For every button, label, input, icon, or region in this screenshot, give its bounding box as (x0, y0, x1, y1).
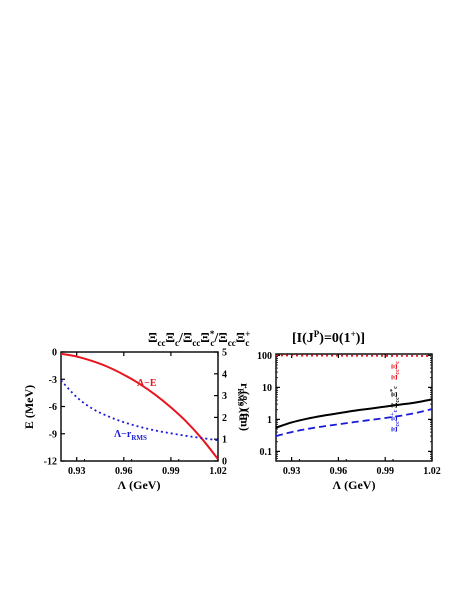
series-label-lambda-rrms: Λ−rRMS (114, 429, 147, 442)
figure-title: ΞccΞc/ΞccΞ* c/ΞccΞ+ c [I(JP)=0(1+)] (148, 329, 365, 348)
right-y-ticks: 0.1 1 10 100 (257, 351, 432, 459)
left-x-tick-label-2: 0.99 (162, 466, 180, 477)
right-plot-frame (275, 353, 433, 462)
series-label-xicc-xicstar: ΞccΞ*c (390, 386, 401, 408)
left-right-y-tick-label-5: 5 (222, 348, 227, 359)
right-y-tick-label-2: 10 (262, 383, 272, 394)
right-x-tick-label-1: 0.96 (330, 466, 348, 477)
right-x-ticks: 0.93 0.96 0.99 1.02 (283, 354, 441, 477)
title-xi-cc-1: ΞccΞc/ΞccΞ* c/ΞccΞ+ c (148, 329, 250, 348)
right-x-tick-label-0: 0.93 (283, 466, 301, 477)
series-label-xicc-xic: ΞccΞc (390, 361, 401, 380)
left-y-tick-label-4: -12 (44, 457, 57, 468)
right-y-tick-label-0: 0.1 (260, 447, 273, 458)
left-x-tick-label-0: 0.93 (68, 466, 86, 477)
left-right-y-tick-label-2: 2 (222, 413, 227, 424)
left-y-tick-label-3: -9 (49, 429, 57, 440)
title-quantum-numbers: [I(JP)=0(1+)] (292, 329, 365, 346)
left-x-tick-label-3: 1.02 (209, 466, 227, 477)
left-y-ticks: 0 -3 -6 -9 -12 (44, 348, 65, 468)
right-x-axis-label: Λ (GeV) (333, 478, 376, 492)
right-y-axis-label: P (%) (236, 391, 250, 421)
left-y-tick-label-1: -3 (49, 375, 57, 386)
left-right-y-tick-label-0: 0 (222, 457, 227, 468)
left-series-line-0 (60, 352, 219, 460)
left-x-tick-label-1: 0.96 (115, 466, 133, 477)
series-label-xicc-xicplus: ΞccΞ+c (390, 409, 401, 432)
left-y-tick-label-0: 0 (52, 348, 57, 359)
left-right-y-ticks: 0 1 2 3 4 5 (214, 348, 227, 468)
right-series-line-2 (275, 408, 433, 437)
left-panel: 0.93 0.96 0.99 1.02 0 -3 -6 -9 -12 0 1 2 3 4 5 Λ (Ge… (22, 348, 252, 493)
left-x-axis-label: Λ (GeV) (118, 478, 161, 492)
right-y-tick-label-3: 100 (257, 351, 272, 362)
left-right-y-tick-label-1: 1 (222, 435, 227, 446)
right-x-tick-label-3: 1.02 (423, 466, 441, 477)
right-series-line-1 (275, 398, 433, 429)
series-label-lambda-e: Λ−E (137, 378, 157, 389)
right-panel: 0.93 0.96 0.99 1.02 0.1 1 10 100 Λ (GeV) P (%)… (236, 351, 441, 492)
left-series (60, 352, 219, 460)
left-y-tick-label-2: -6 (49, 402, 57, 413)
left-right-y-tick-label-3: 3 (222, 391, 227, 402)
left-x-ticks: 0.93 0.96 0.99 1.02 (68, 352, 227, 477)
left-y-axis-label: E (MeV) (22, 385, 36, 429)
right-y-tick-label-1: 1 (267, 415, 272, 426)
left-plot-frame (60, 351, 219, 462)
right-series (275, 354, 433, 437)
right-x-tick-label-2: 0.99 (376, 466, 394, 477)
left-right-y-tick-label-4: 4 (222, 369, 227, 380)
left-series-line-1 (60, 379, 219, 442)
